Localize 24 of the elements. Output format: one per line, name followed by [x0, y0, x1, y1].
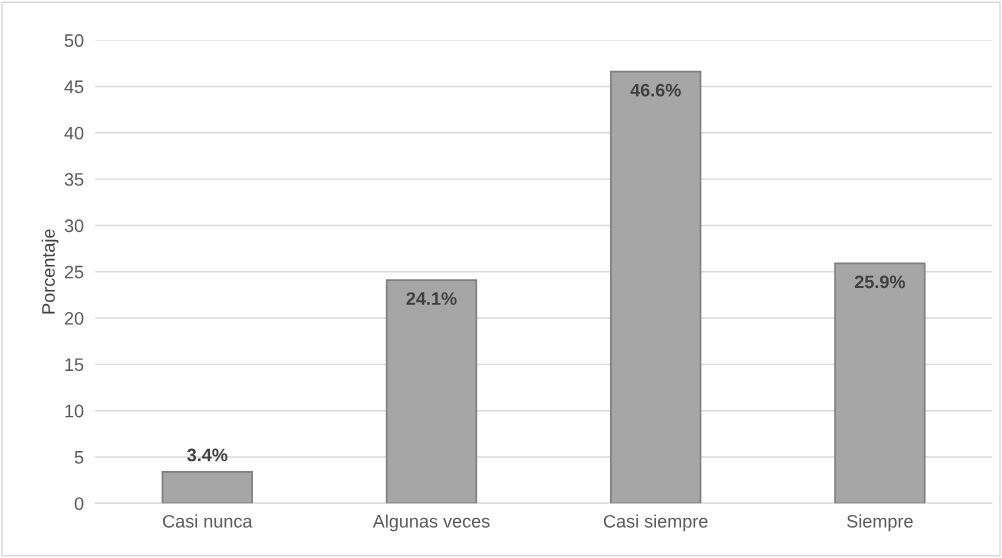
bar	[385, 279, 478, 504]
y-axis-title: Porcentaje	[41, 229, 59, 314]
y-tick-label: 0	[74, 497, 84, 511]
data-label: 3.4%	[187, 448, 228, 462]
y-tick-label: 50	[64, 34, 84, 47]
bar	[161, 470, 253, 504]
x-tick-label: Siempre	[847, 514, 913, 532]
y-tick-label: 45	[64, 80, 84, 94]
x-tick-label: Algunas veces	[372, 514, 490, 532]
y-tick-label: 40	[64, 126, 84, 140]
y-tick-label: 15	[65, 358, 84, 372]
y-tick-label: 20	[64, 311, 84, 325]
y-tick-label: 35	[64, 173, 84, 186]
y-tick-label: 25	[64, 265, 84, 279]
bar	[610, 70, 702, 504]
data-label: 25.9%	[854, 275, 905, 289]
y-tick-label: 10	[65, 404, 84, 418]
data-label: 24.1%	[406, 292, 457, 305]
x-tick-label: Casi nunca	[163, 514, 253, 528]
data-label: 46.6%	[630, 83, 681, 97]
bar	[834, 262, 926, 504]
y-tick-label: 5	[74, 451, 84, 464]
y-tick-label: 30	[64, 219, 84, 233]
x-tick-label: Casi siempre	[603, 514, 708, 532]
